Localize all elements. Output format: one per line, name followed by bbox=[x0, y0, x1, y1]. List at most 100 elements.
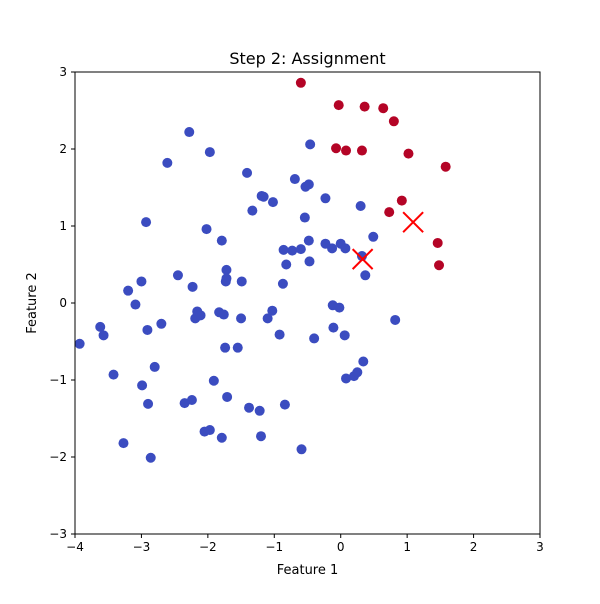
data-point bbox=[149, 361, 160, 372]
x-tick-label: 2 bbox=[470, 540, 478, 554]
data-point bbox=[267, 305, 278, 316]
data-point bbox=[162, 157, 173, 168]
data-point bbox=[220, 342, 231, 353]
data-point bbox=[216, 432, 227, 443]
data-point bbox=[218, 309, 229, 320]
data-point bbox=[281, 259, 292, 270]
data-point bbox=[254, 405, 265, 416]
data-point bbox=[295, 244, 306, 255]
data-point bbox=[216, 235, 227, 246]
y-tick-label: −1 bbox=[49, 373, 67, 387]
chart-title: Step 2: Assignment bbox=[229, 49, 385, 68]
data-point bbox=[143, 398, 154, 409]
data-point bbox=[204, 425, 215, 436]
x-tick-label: 3 bbox=[536, 540, 544, 554]
data-point bbox=[299, 212, 310, 223]
data-point bbox=[396, 195, 407, 206]
data-point bbox=[339, 330, 350, 341]
data-point bbox=[258, 191, 269, 202]
data-point bbox=[130, 299, 141, 310]
data-point bbox=[368, 231, 379, 242]
x-tick-label: 1 bbox=[403, 540, 411, 554]
data-point bbox=[123, 285, 134, 296]
points-layer bbox=[74, 77, 451, 463]
data-point bbox=[432, 237, 443, 248]
data-point bbox=[331, 143, 342, 154]
data-point bbox=[356, 145, 367, 156]
data-point bbox=[320, 193, 331, 204]
data-point bbox=[186, 395, 197, 406]
data-point bbox=[289, 174, 300, 185]
data-point bbox=[221, 273, 232, 284]
y-tick-label: −2 bbox=[49, 450, 67, 464]
data-point bbox=[172, 270, 183, 281]
y-tick-label: 0 bbox=[59, 296, 67, 310]
x-tick-label: −3 bbox=[133, 540, 151, 554]
data-point bbox=[327, 243, 338, 254]
x-tick-label: 0 bbox=[337, 540, 345, 554]
data-point bbox=[262, 313, 273, 324]
data-point bbox=[359, 101, 370, 112]
data-point bbox=[74, 338, 85, 349]
data-point bbox=[378, 103, 389, 114]
data-point bbox=[244, 402, 255, 413]
data-point bbox=[278, 244, 289, 255]
data-point bbox=[247, 205, 258, 216]
y-tick-label: 2 bbox=[59, 142, 67, 156]
y-axis: −3 −2 −1 0 1 2 3 bbox=[49, 65, 75, 541]
data-point bbox=[142, 324, 153, 335]
data-point bbox=[296, 444, 307, 455]
data-point bbox=[156, 318, 167, 329]
x-tick-label: −4 bbox=[66, 540, 84, 554]
data-point bbox=[95, 321, 106, 332]
x-tick-label: −1 bbox=[265, 540, 283, 554]
data-point bbox=[305, 139, 316, 150]
data-point bbox=[201, 224, 212, 235]
data-point bbox=[384, 207, 395, 218]
data-point bbox=[352, 367, 363, 378]
data-point bbox=[355, 200, 366, 211]
data-point bbox=[440, 161, 451, 172]
data-point bbox=[221, 264, 232, 275]
data-point bbox=[137, 380, 148, 391]
data-point bbox=[287, 245, 298, 256]
data-point bbox=[341, 145, 352, 156]
data-point bbox=[108, 369, 119, 380]
data-point bbox=[184, 127, 195, 138]
y-tick-label: 1 bbox=[59, 219, 67, 233]
data-point bbox=[328, 322, 339, 333]
y-tick-label: −3 bbox=[49, 527, 67, 541]
data-point bbox=[358, 356, 369, 367]
data-point bbox=[334, 302, 345, 313]
data-point bbox=[204, 147, 215, 158]
data-point bbox=[242, 167, 253, 178]
data-point bbox=[256, 431, 266, 442]
centroid-marker bbox=[351, 248, 374, 270]
y-tick-label: 3 bbox=[59, 65, 67, 79]
data-point bbox=[304, 256, 315, 267]
data-point bbox=[309, 333, 320, 344]
data-point bbox=[187, 281, 198, 292]
data-point bbox=[118, 438, 129, 449]
data-point bbox=[141, 217, 152, 228]
data-point bbox=[208, 375, 219, 386]
data-point bbox=[390, 314, 401, 325]
data-point bbox=[232, 342, 243, 353]
x-axis-label: Feature 1 bbox=[277, 563, 339, 578]
data-point bbox=[145, 452, 156, 463]
data-point bbox=[333, 100, 344, 111]
data-point bbox=[236, 276, 247, 287]
data-point bbox=[360, 270, 371, 281]
x-tick-label: −2 bbox=[199, 540, 217, 554]
data-point bbox=[279, 399, 290, 410]
data-point bbox=[277, 278, 288, 289]
data-point bbox=[340, 243, 351, 254]
data-point bbox=[236, 313, 247, 324]
data-point bbox=[222, 391, 233, 402]
x-axis: −4 −3 −2 −1 0 1 2 3 bbox=[66, 534, 544, 554]
data-point bbox=[341, 373, 352, 384]
data-point bbox=[303, 179, 314, 190]
data-point bbox=[136, 276, 147, 287]
